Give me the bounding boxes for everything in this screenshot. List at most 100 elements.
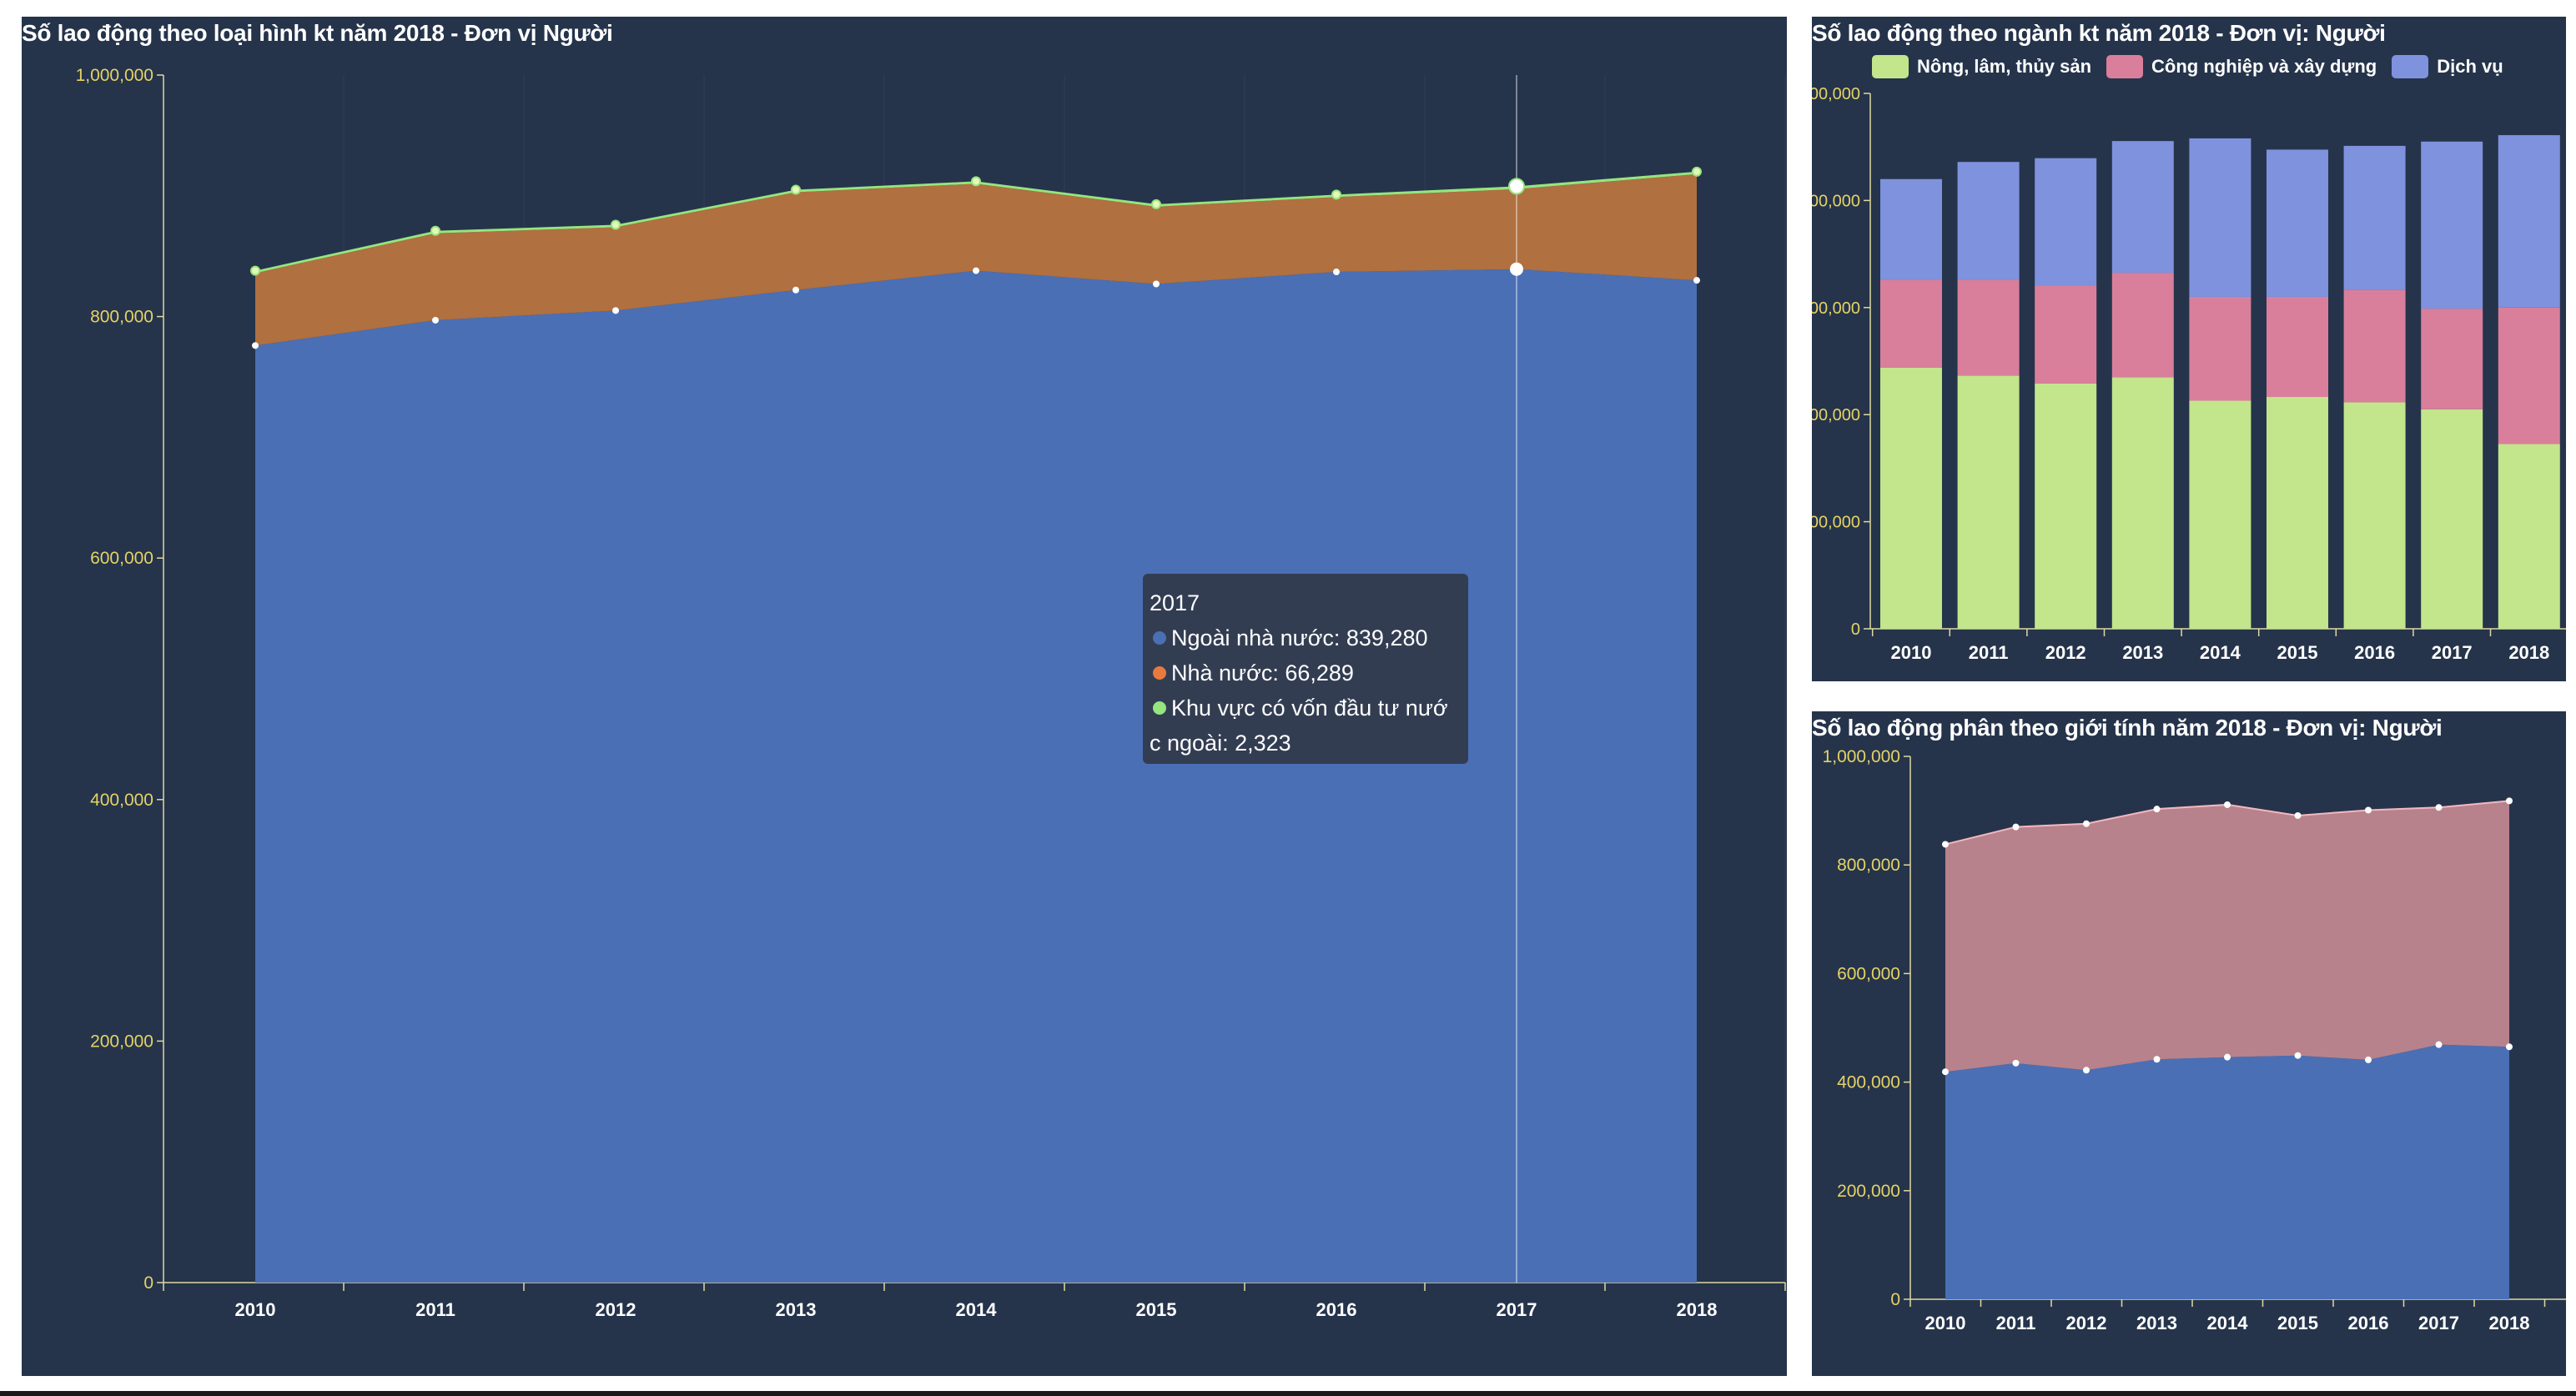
bar-cong-nghiep [2035, 285, 2097, 384]
chart-legend: Nông, lâm, thủy sản Công nghiệp và xây d… [1872, 55, 2503, 78]
upper-series-point [1942, 841, 1949, 848]
ngoai-nha-nuoc-point [252, 342, 259, 349]
upper-series-point [2153, 806, 2161, 813]
x-tick-label: 2011 [1996, 1313, 2036, 1333]
series-nha-nuoc-area [255, 173, 1697, 346]
tooltip-row-nha-nuoc: Nhà nước: 66,289 [1150, 655, 1462, 690]
upper-series-point [2506, 797, 2513, 805]
bar-dich-vu [2498, 135, 2560, 308]
upper-series-point [2012, 823, 2020, 831]
y-tick-label: 400,000 [1837, 1073, 1900, 1092]
x-tick-label: 2010 [235, 1299, 276, 1320]
bar-dich-vu [2189, 138, 2251, 297]
x-tick-label: 2015 [2277, 1313, 2318, 1333]
labor-by-gender-chart[interactable]: 0 200,000 400,000 600,000 800,000 1,000,000 20… [1812, 711, 2566, 1376]
series-lower-area [1945, 1044, 2509, 1299]
bar-cong-nghiep [2189, 296, 2251, 401]
y-tick-label: 00,000 [1812, 299, 1860, 318]
fdi-point [1331, 189, 1341, 200]
upper-series-point [2435, 804, 2443, 811]
y-tick-label: 1,000,000 [76, 66, 153, 85]
series-upper-area [1945, 801, 2509, 1072]
x-tick-label: 2016 [2348, 1313, 2389, 1333]
fdi-point [1508, 178, 1525, 195]
bar-cong-nghiep [2498, 307, 2560, 444]
y-tick-label: 200,000 [1837, 1182, 1900, 1201]
bar-cong-nghiep [2267, 296, 2328, 398]
fdi-point [430, 225, 440, 236]
legend-swatch [2392, 55, 2429, 78]
lower-series-point [2224, 1053, 2231, 1061]
lower-series-point [2012, 1059, 2020, 1067]
fdi-point [971, 176, 981, 187]
x-tick-label: 2018 [1677, 1299, 1718, 1320]
dot-icon [1153, 701, 1166, 715]
x-tick-label: 2015 [2277, 642, 2318, 663]
bar-cong-nghiep [2421, 309, 2483, 409]
y-tick-label: 0 [1851, 620, 1860, 639]
x-tick-label: 2012 [2066, 1313, 2107, 1333]
fdi-point [791, 184, 801, 195]
bar-dich-vu [2035, 158, 2097, 286]
x-tick-label: 2017 [2418, 1313, 2459, 1333]
ngoai-nha-nuoc-point [1510, 262, 1523, 276]
ngoai-nha-nuoc-point [1693, 277, 1700, 284]
tooltip-row-fdi-cont: c ngoài: 2,323 [1150, 731, 1291, 756]
legend-item-cong-nghiep[interactable]: Công nghiệp và xây dựng [2106, 55, 2377, 78]
x-tick-label: 2013 [2136, 1313, 2177, 1333]
bar-dich-vu [2343, 145, 2406, 290]
bar-nong-lam [2035, 383, 2097, 629]
bar-nong-lam [1880, 367, 1942, 629]
x-tick-label: 2011 [415, 1299, 455, 1320]
bar-dich-vu [2111, 141, 2174, 274]
bar-dich-vu [2421, 141, 2483, 309]
fdi-point [1151, 198, 1161, 209]
legend-swatch [1872, 55, 1909, 78]
y-tick-label: 0 [143, 1273, 153, 1293]
labor-by-ownership-chart[interactable]: 0 200,000 400,000 600,000 800,000 1,000,000 20… [22, 17, 1787, 1376]
upper-series-point [2083, 820, 2090, 827]
bottom-right-chart-title: Số lao động phân theo giới tính năm 2018… [1812, 715, 2443, 741]
x-tick-label: 2017 [1497, 1299, 1537, 1320]
ngoai-nha-nuoc-point [973, 267, 979, 274]
upper-series-point [2294, 811, 2302, 819]
bottom-right-chart-panel: Số lao động phân theo giới tính năm 2018… [1812, 711, 2566, 1376]
dot-icon [1153, 630, 1166, 645]
y-tick-label: 600,000 [1837, 964, 1900, 983]
upper-series-point [2224, 801, 2231, 808]
x-tick-label: 2014 [2200, 642, 2241, 663]
x-tick-label: 2013 [2122, 642, 2163, 663]
chart-tooltip: 2017 Ngoài nhà nước: 839,280 Nhà nước: 6… [1143, 574, 1468, 764]
bar-dich-vu [2267, 149, 2328, 297]
ngoai-nha-nuoc-point [612, 307, 619, 314]
y-tick-label: 400,000 [90, 791, 153, 810]
bar-nong-lam [2343, 402, 2406, 629]
y-tick-label: 00,000 [1812, 406, 1860, 424]
bar-cong-nghiep [2111, 273, 2174, 378]
legend-swatch [2106, 55, 2144, 78]
top-right-chart-panel: Số lao động theo ngành kt năm 2018 - Đơn… [1812, 17, 2566, 681]
dot-icon [1153, 665, 1166, 680]
bar-nong-lam [1957, 375, 2020, 629]
x-tick-label: 2017 [2432, 642, 2473, 663]
labor-by-sector-chart[interactable]: 0 00,000 00,000 00,000 00,000 00,000 2010 2011 2… [1812, 17, 2566, 681]
y-tick-label: 800,000 [90, 308, 153, 327]
x-tick-label: 2011 [1969, 642, 2009, 663]
bar-dich-vu [1880, 178, 1942, 280]
left-chart-panel: Số lao động theo loại hình kt năm 2018 -… [22, 17, 1787, 1376]
legend-item-dich-vu[interactable]: Dịch vụ [2392, 55, 2503, 78]
x-tick-label: 2013 [776, 1299, 817, 1320]
x-tick-label: 2016 [1316, 1299, 1357, 1320]
x-tick-label: 2018 [2489, 1313, 2530, 1333]
x-tick-label: 2010 [1891, 642, 1932, 663]
ngoai-nha-nuoc-point [1333, 269, 1340, 276]
legend-item-nong-lam[interactable]: Nông, lâm, thủy sản [1872, 55, 2091, 78]
fdi-point [250, 265, 260, 276]
y-tick-label: 00,000 [1812, 514, 1860, 532]
x-tick-label: 2018 [2508, 642, 2549, 663]
x-tick-label: 2012 [2045, 642, 2086, 663]
fdi-point [611, 219, 621, 230]
left-chart-title: Số lao động theo loại hình kt năm 2018 -… [22, 20, 613, 46]
y-tick-label: 00,000 [1812, 85, 1860, 103]
ngoai-nha-nuoc-point [1153, 280, 1160, 288]
